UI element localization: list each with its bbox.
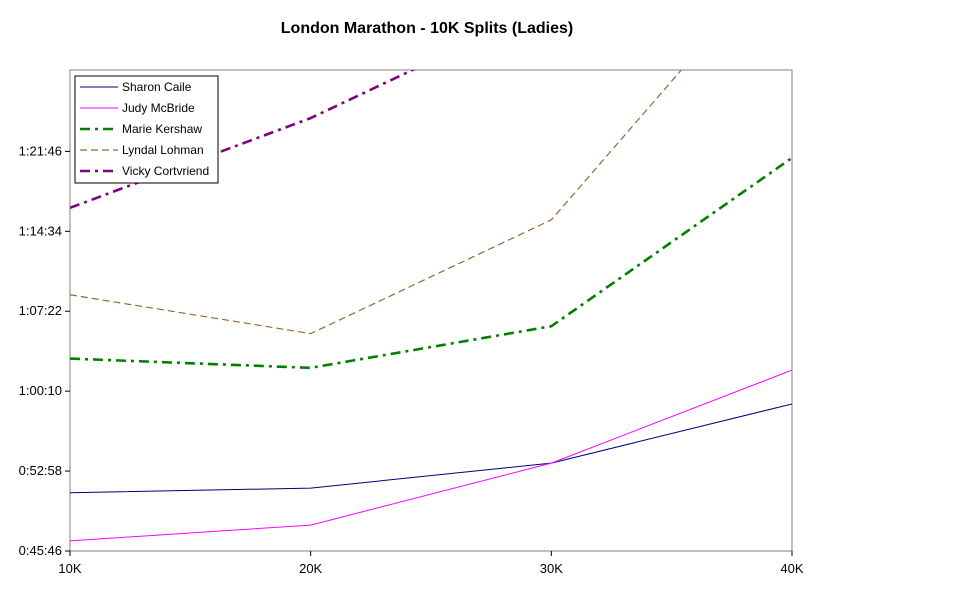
y-axis: 0:45:46 0:52:58 1:00:10 1:07:22 1:14:34 1:21:… [19,143,70,558]
series-line [70,369,792,542]
x-tick-label: 30K [540,561,563,576]
x-tick-label: 40K [780,561,803,576]
y-tick-label: 0:52:58 [19,463,62,478]
legend-label: Judy McBride [122,101,195,115]
legend-label: Lyndal Lohman [122,143,204,157]
legend: Sharon Caile Judy McBride Marie Kershaw Lyn… [74,75,219,184]
legend-label: Sharon Caile [122,80,192,94]
y-tick-label: 1:07:22 [19,303,62,318]
series-line [70,403,792,494]
legend-box [74,75,219,184]
chart-title: London Marathon - 10K Splits (Ladies) [280,20,574,37]
x-tick-label: 20K [299,561,322,576]
x-axis: 10K 20K 30K 40K [58,551,804,576]
y-tick-label: 0:45:46 [19,543,62,558]
legend-label: Vicky Cortvriend [122,164,209,178]
x-tick-label: 10K [58,561,81,576]
series-line [70,156,792,370]
series-lines [70,70,792,542]
series-line [70,70,683,335]
y-tick-label: 1:14:34 [19,223,62,238]
legend-label: Marie Kershaw [122,122,202,136]
y-tick-label: 1:21:46 [19,143,62,158]
y-tick-label: 1:00:10 [19,383,62,398]
